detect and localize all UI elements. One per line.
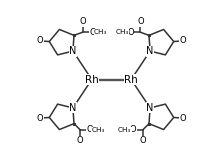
Text: N: N (69, 103, 76, 113)
Text: N: N (69, 46, 76, 56)
Text: O: O (180, 114, 186, 123)
Text: O: O (77, 136, 84, 145)
Text: O: O (37, 114, 43, 123)
Text: CH₃: CH₃ (94, 29, 107, 35)
Text: N: N (147, 46, 154, 56)
Text: Rh: Rh (85, 75, 99, 84)
Text: Rh: Rh (124, 75, 138, 84)
Text: N: N (147, 103, 154, 113)
Text: CH₃: CH₃ (116, 29, 129, 35)
Text: O: O (139, 136, 146, 145)
Text: CH₃: CH₃ (92, 127, 105, 133)
Text: O: O (89, 28, 96, 37)
Text: O: O (137, 17, 144, 26)
Text: O: O (37, 36, 43, 45)
Text: CH₃: CH₃ (118, 127, 131, 133)
Text: O: O (127, 28, 134, 37)
Text: O: O (87, 125, 93, 135)
Text: O: O (79, 17, 86, 26)
Text: O: O (180, 36, 186, 45)
Text: O: O (130, 125, 136, 135)
